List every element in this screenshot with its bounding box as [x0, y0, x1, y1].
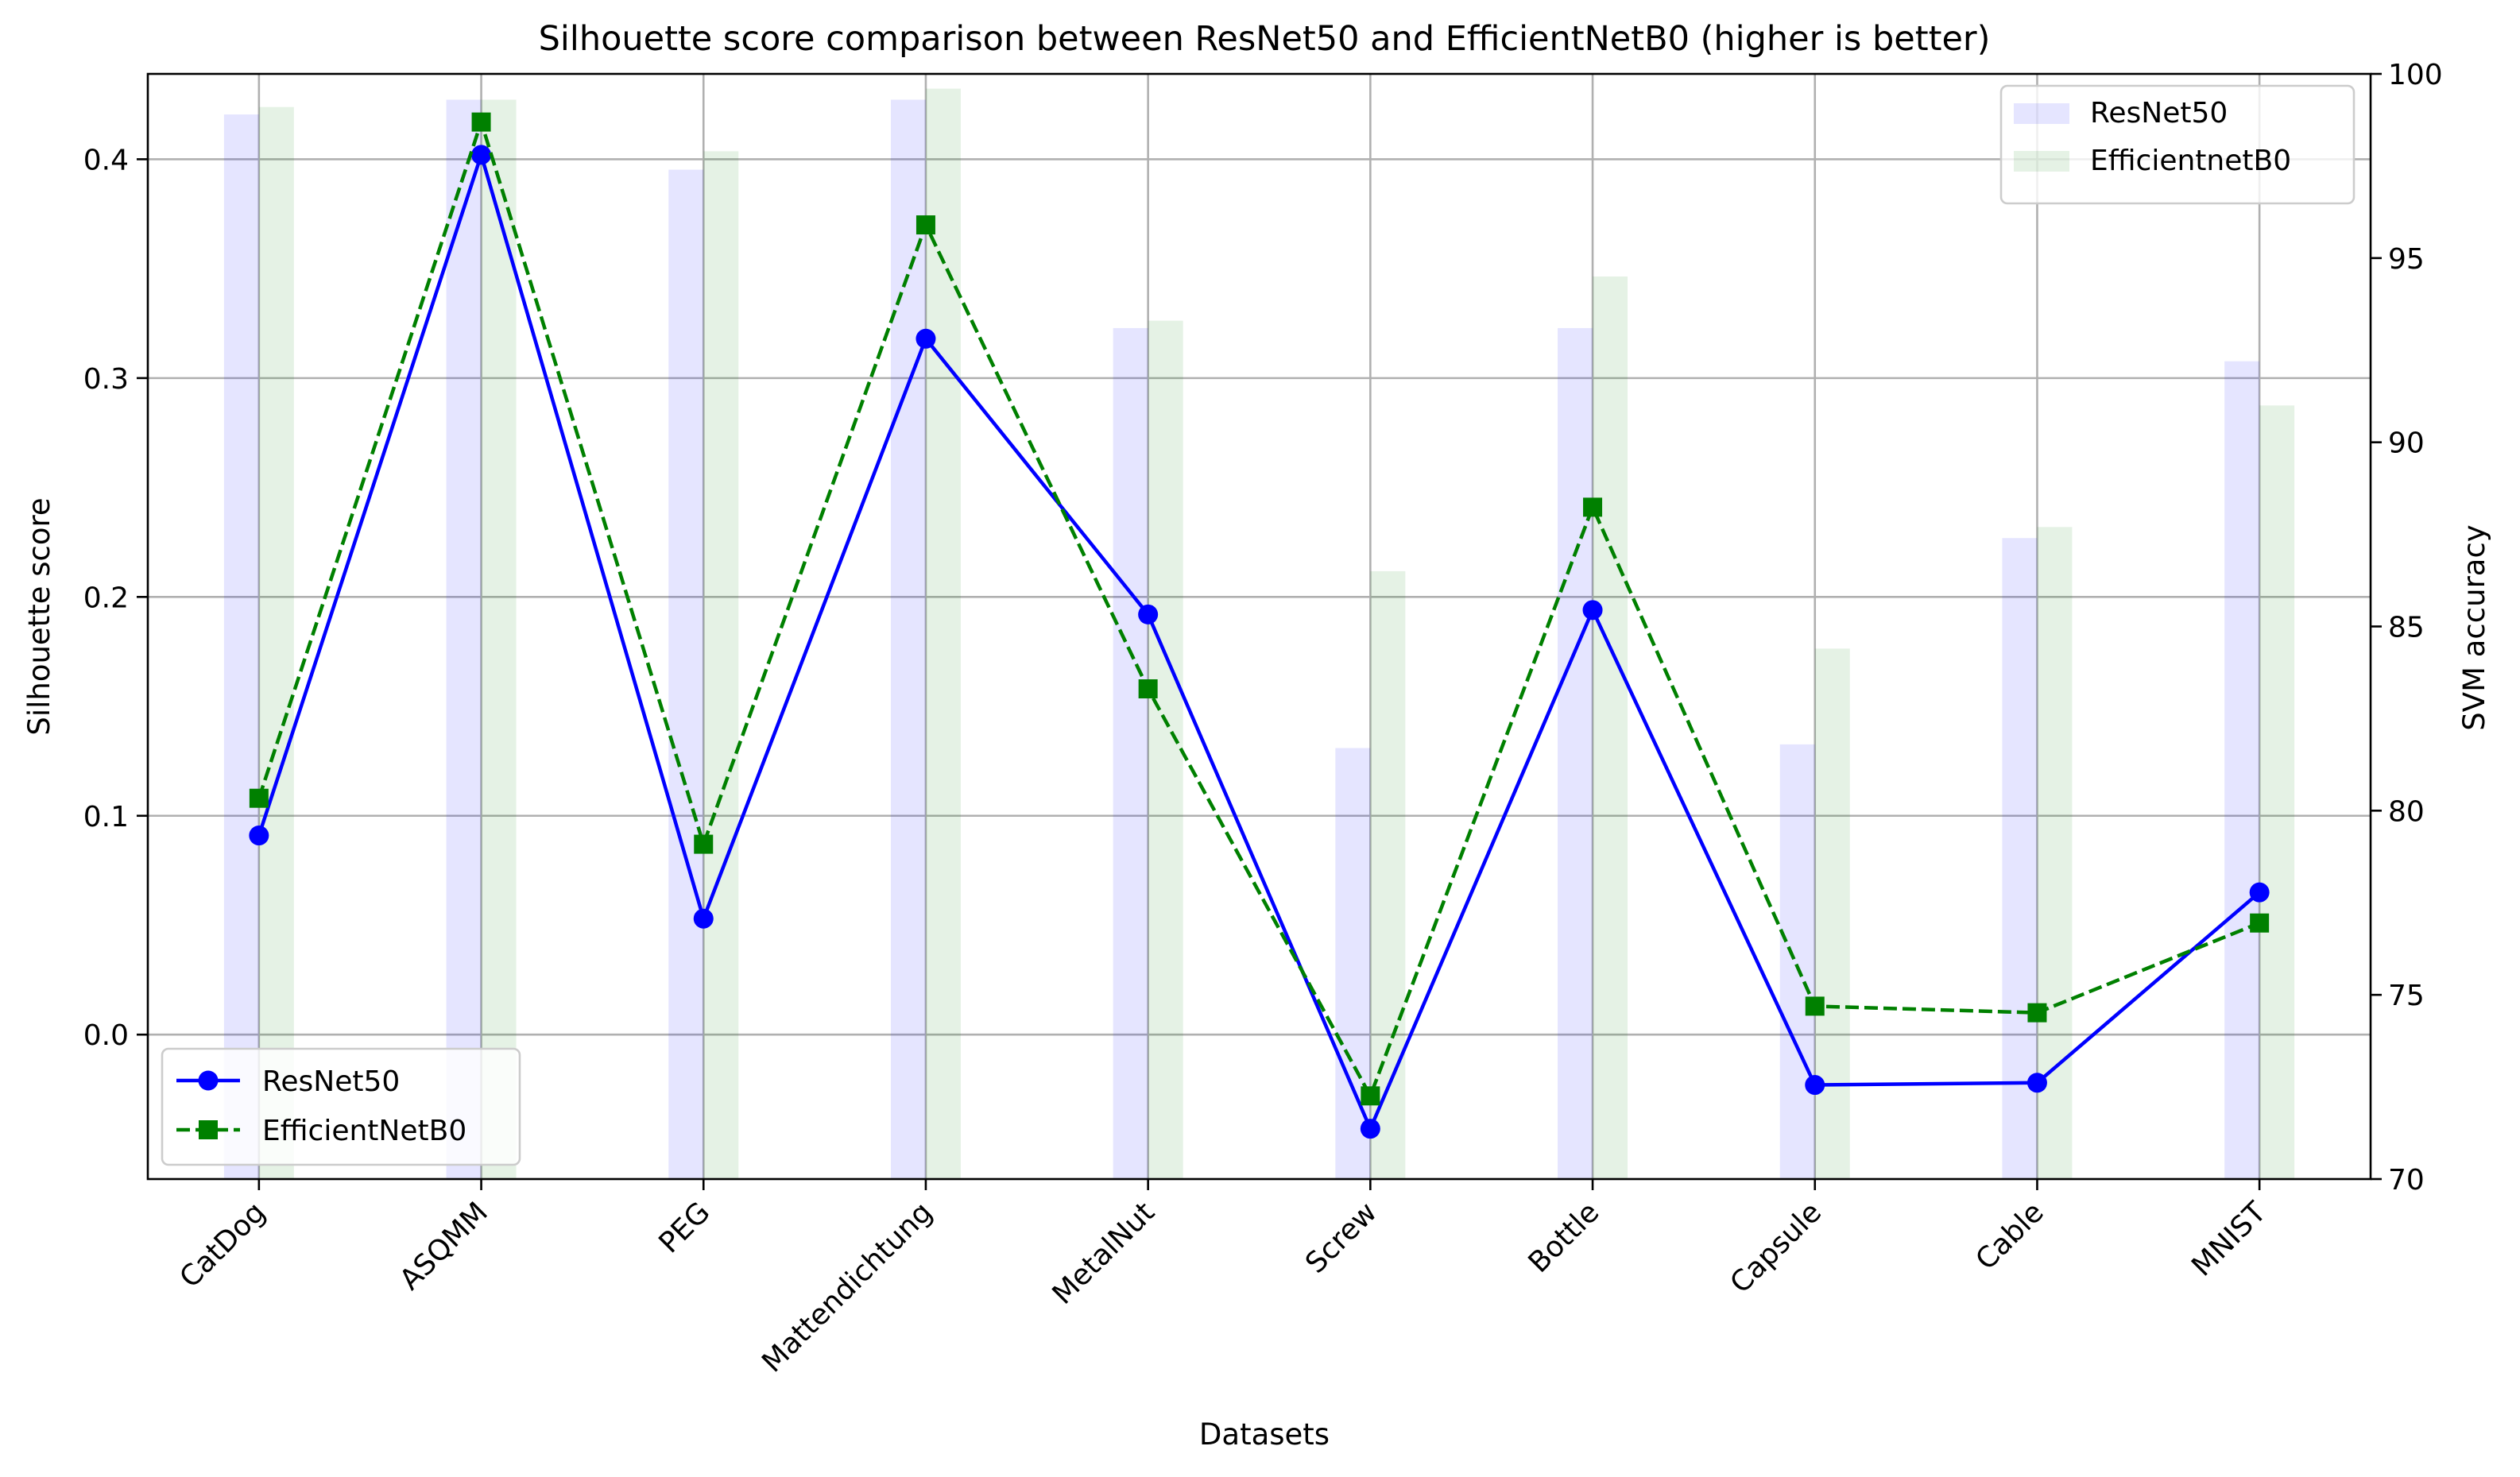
- point-efficientnetb0-metalnut: [1138, 679, 1158, 699]
- point-efficientnetb0-cable: [2027, 1003, 2047, 1023]
- legend-marker-resnet50: [198, 1070, 219, 1091]
- point-resnet50-catdog: [249, 825, 269, 846]
- y-tick-label-right: 90: [2388, 427, 2425, 460]
- y-tick-label-right: 80: [2388, 795, 2425, 828]
- bar-efficientnetb0-asqmm: [481, 99, 517, 1179]
- bar-resnet50-mattendichtung: [890, 99, 926, 1179]
- grid: [148, 74, 2371, 1179]
- bar-efficientnetb0-metalnut: [1148, 320, 1183, 1179]
- bar-efficientnetb0-bottle: [1593, 276, 1628, 1180]
- y-tick-label-right: 75: [2388, 980, 2425, 1012]
- point-resnet50-cable: [2026, 1073, 2047, 1093]
- bar-efficientnetb0-catdog: [258, 106, 294, 1180]
- y-tick-label-right: 95: [2388, 243, 2425, 276]
- bar-resnet50-cable: [2002, 538, 2038, 1179]
- y-tick-label-left: 0.3: [83, 363, 129, 396]
- bar-resnet50-metalnut: [1113, 327, 1148, 1180]
- y-tick-label-left: 0.4: [83, 144, 129, 176]
- point-efficientnetb0-mattendichtung: [915, 215, 935, 235]
- y-tick-label-left: 0.2: [83, 582, 129, 614]
- bar-efficientnetb0-peg: [703, 151, 739, 1179]
- bar-resnet50-peg: [668, 169, 704, 1179]
- legend-swatch-resnet50: [2014, 103, 2069, 124]
- legend-upper-right: ResNet50 EfficientnetB0: [1999, 84, 2355, 205]
- legend-marker-efficientnetb0: [199, 1120, 218, 1139]
- bar-layer: [223, 88, 2295, 1180]
- y-tick-label-right: 70: [2388, 1164, 2425, 1197]
- y-tick-label-left: 0.1: [83, 801, 129, 833]
- point-resnet50-screw: [1360, 1119, 1380, 1139]
- bar-resnet50-screw: [1335, 748, 1371, 1179]
- bar-resnet50-mnist: [2224, 361, 2260, 1179]
- point-efficientnetb0-peg: [694, 834, 714, 854]
- y-tick-label-left: 0.0: [83, 1019, 129, 1052]
- y-axis-title-left: Silhouette score: [22, 497, 56, 735]
- point-efficientnetb0-mnist: [2250, 913, 2270, 933]
- bar-resnet50-capsule: [1779, 744, 1815, 1179]
- legend-label-efficientnetb0: EfficientNetB0: [262, 1115, 466, 1147]
- point-resnet50-asqmm: [471, 145, 492, 165]
- y-tick-label-right: 85: [2388, 612, 2425, 644]
- bar-efficientnetb0-capsule: [1814, 648, 1850, 1179]
- point-resnet50-mnist: [2249, 882, 2270, 903]
- y-axis-title-right: SVM accuracy: [2457, 524, 2491, 730]
- point-resnet50-metalnut: [1138, 604, 1159, 624]
- legend-label-efficientnetb0: EfficientnetB0: [2090, 145, 2291, 177]
- bar-resnet50-catdog: [223, 114, 259, 1180]
- bar-resnet50-asqmm: [446, 99, 482, 1179]
- legend-upper-frame: [1999, 84, 2355, 205]
- bar-efficientnetb0-mattendichtung: [925, 88, 961, 1180]
- point-efficientnetb0-catdog: [249, 788, 269, 808]
- legend-label-resnet50: ResNet50: [2090, 97, 2228, 130]
- chart-title: Silhouette score comparison between ResN…: [539, 19, 1991, 59]
- bar-resnet50-bottle: [1558, 327, 1593, 1180]
- point-efficientnetb0-screw: [1361, 1086, 1380, 1106]
- bar-efficientnetb0-screw: [1370, 570, 1406, 1179]
- y-tick-label-right: 100: [2388, 59, 2443, 91]
- line-resnet50: [257, 153, 2261, 1131]
- bar-efficientnetb0-cable: [2037, 527, 2073, 1179]
- point-resnet50-bottle: [1582, 600, 1603, 621]
- point-resnet50-peg: [693, 908, 714, 929]
- point-efficientnetb0-bottle: [1583, 497, 1603, 517]
- legend-lower-left: ResNet50 EfficientNetB0: [161, 1047, 521, 1166]
- point-efficientnetb0-capsule: [1805, 996, 1825, 1016]
- point-resnet50-mattendichtung: [915, 328, 936, 349]
- legend-label-resnet50: ResNet50: [262, 1065, 400, 1098]
- x-axis-title: Datasets: [1199, 1417, 1330, 1452]
- line-efficientnetb0: [257, 120, 2260, 1098]
- point-resnet50-capsule: [1805, 1075, 1825, 1096]
- legend-lower-frame: [161, 1047, 521, 1166]
- bar-efficientnetb0-mnist: [2259, 405, 2295, 1179]
- legend-swatch-efficientnetb0: [2014, 151, 2069, 172]
- point-efficientnetb0-asqmm: [471, 112, 491, 132]
- line-layer: [249, 112, 2270, 1139]
